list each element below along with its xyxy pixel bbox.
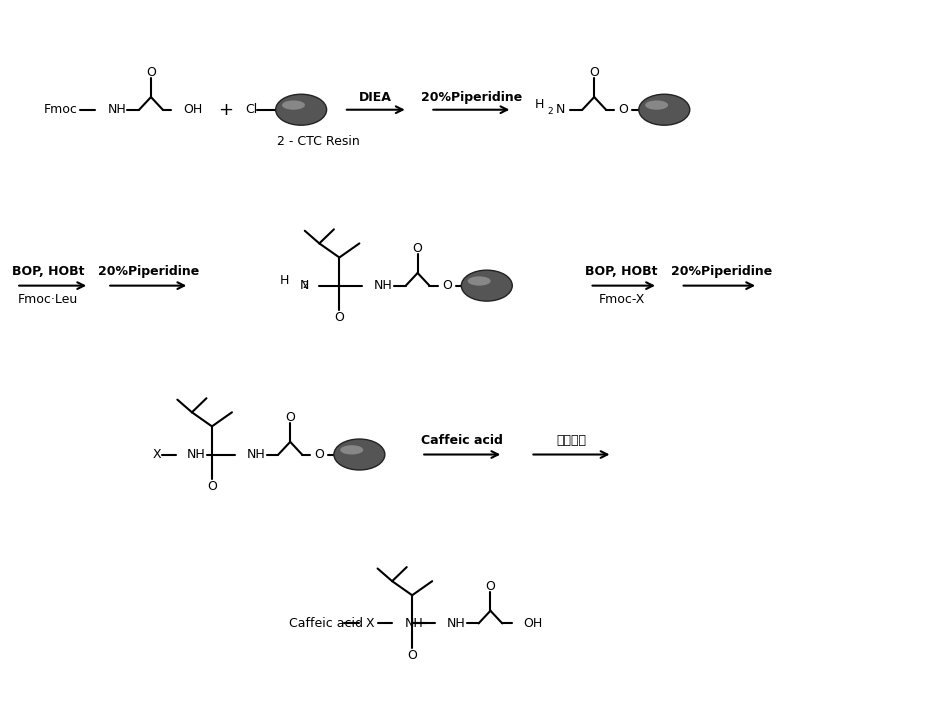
Text: O: O	[589, 66, 599, 79]
Text: NH: NH	[374, 279, 393, 292]
Text: 2: 2	[548, 107, 554, 115]
Text: NH: NH	[186, 448, 206, 461]
Text: OH: OH	[182, 103, 202, 116]
Text: +: +	[219, 100, 233, 119]
Text: O: O	[315, 448, 324, 461]
Text: O: O	[442, 279, 452, 292]
Ellipse shape	[639, 94, 690, 125]
Ellipse shape	[282, 100, 305, 110]
Text: 20%Piperidine: 20%Piperidine	[97, 265, 199, 278]
Text: H: H	[535, 98, 544, 110]
Text: O: O	[619, 103, 628, 116]
Ellipse shape	[334, 439, 385, 470]
Text: DIEA: DIEA	[359, 90, 393, 103]
Text: BOP, HOBt: BOP, HOBt	[585, 265, 657, 278]
Text: NH: NH	[107, 103, 126, 116]
Text: Fmoc: Fmoc	[44, 103, 78, 116]
Text: X: X	[366, 617, 375, 630]
Text: Caffeic acid: Caffeic acid	[421, 434, 503, 447]
Text: O: O	[413, 242, 422, 255]
Text: O: O	[485, 580, 495, 592]
Text: N: N	[556, 103, 566, 116]
Text: Cl: Cl	[245, 103, 257, 116]
Text: NH: NH	[405, 617, 423, 630]
Ellipse shape	[461, 270, 512, 301]
Text: Fmoc·Leu: Fmoc·Leu	[18, 293, 78, 306]
Text: NH: NH	[246, 448, 265, 461]
Ellipse shape	[276, 94, 327, 125]
Text: N: N	[300, 279, 309, 292]
Text: OH: OH	[523, 617, 543, 630]
Ellipse shape	[468, 276, 491, 286]
Text: BOP, HOBt: BOP, HOBt	[12, 265, 84, 278]
Text: O: O	[146, 66, 156, 79]
Text: 20%Piperidine: 20%Piperidine	[671, 265, 772, 278]
Ellipse shape	[340, 445, 363, 454]
Text: 2: 2	[302, 281, 307, 290]
Text: O: O	[407, 649, 417, 661]
Text: O: O	[285, 411, 295, 424]
Text: Caffeic acid: Caffeic acid	[289, 617, 363, 630]
Text: O: O	[207, 480, 217, 493]
Text: 유리반응: 유리반응	[557, 434, 586, 447]
Text: 2 - CTC Resin: 2 - CTC Resin	[278, 135, 360, 148]
Ellipse shape	[645, 100, 668, 110]
Text: 20%Piperidine: 20%Piperidine	[420, 90, 522, 103]
Text: H: H	[280, 273, 289, 286]
Text: X: X	[153, 448, 161, 461]
Text: NH: NH	[446, 617, 466, 630]
Text: O: O	[334, 311, 344, 324]
Text: Fmoc-X: Fmoc-X	[598, 293, 644, 306]
